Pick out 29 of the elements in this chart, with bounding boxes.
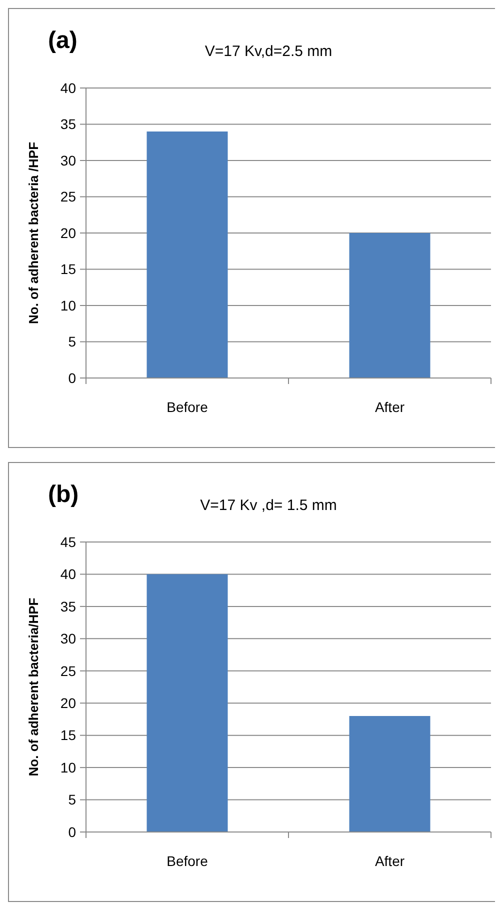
y-tick-label: 5 — [68, 792, 76, 808]
text: (a) — [48, 27, 78, 54]
y-tick-label: 5 — [68, 334, 76, 350]
y-tick-label: 10 — [60, 297, 76, 314]
chart-title: V=17 Kv,d=2.5 mm — [204, 43, 332, 60]
y-axis-title: No. of adherent bacteria/HPF — [26, 598, 41, 776]
y-tick-label: 10 — [60, 759, 76, 776]
y-tick-label: 25 — [60, 188, 76, 205]
y-axis-title: No. of adherent bacteria /HPF — [26, 142, 41, 324]
y-tick-label: 35 — [60, 598, 76, 614]
y-tick-label: 35 — [60, 116, 76, 132]
x-tick-label: After — [374, 853, 405, 869]
x-tick-label: Before — [166, 399, 208, 415]
y-tick-label: 15 — [60, 727, 76, 744]
y-tick-label: 15 — [60, 261, 76, 278]
y-tick-label: 40 — [60, 566, 76, 582]
y-tick-label: 45 — [60, 534, 76, 550]
y-tick-label: 30 — [60, 152, 76, 168]
y-tick-label: 30 — [60, 630, 76, 647]
x-tick-label: After — [374, 399, 405, 415]
y-tick-label: 20 — [60, 224, 76, 241]
text: (b) — [48, 481, 79, 508]
y-tick-label: 0 — [68, 370, 76, 386]
y-tick-label: 0 — [68, 824, 76, 840]
y-tick-label: 25 — [60, 662, 76, 679]
y-tick-label: 20 — [60, 695, 76, 712]
x-tick-label: Before — [166, 853, 208, 869]
chart-title: V=17 Kv ,d= 1.5 mm — [200, 497, 337, 514]
y-tick-label: 40 — [60, 80, 76, 96]
